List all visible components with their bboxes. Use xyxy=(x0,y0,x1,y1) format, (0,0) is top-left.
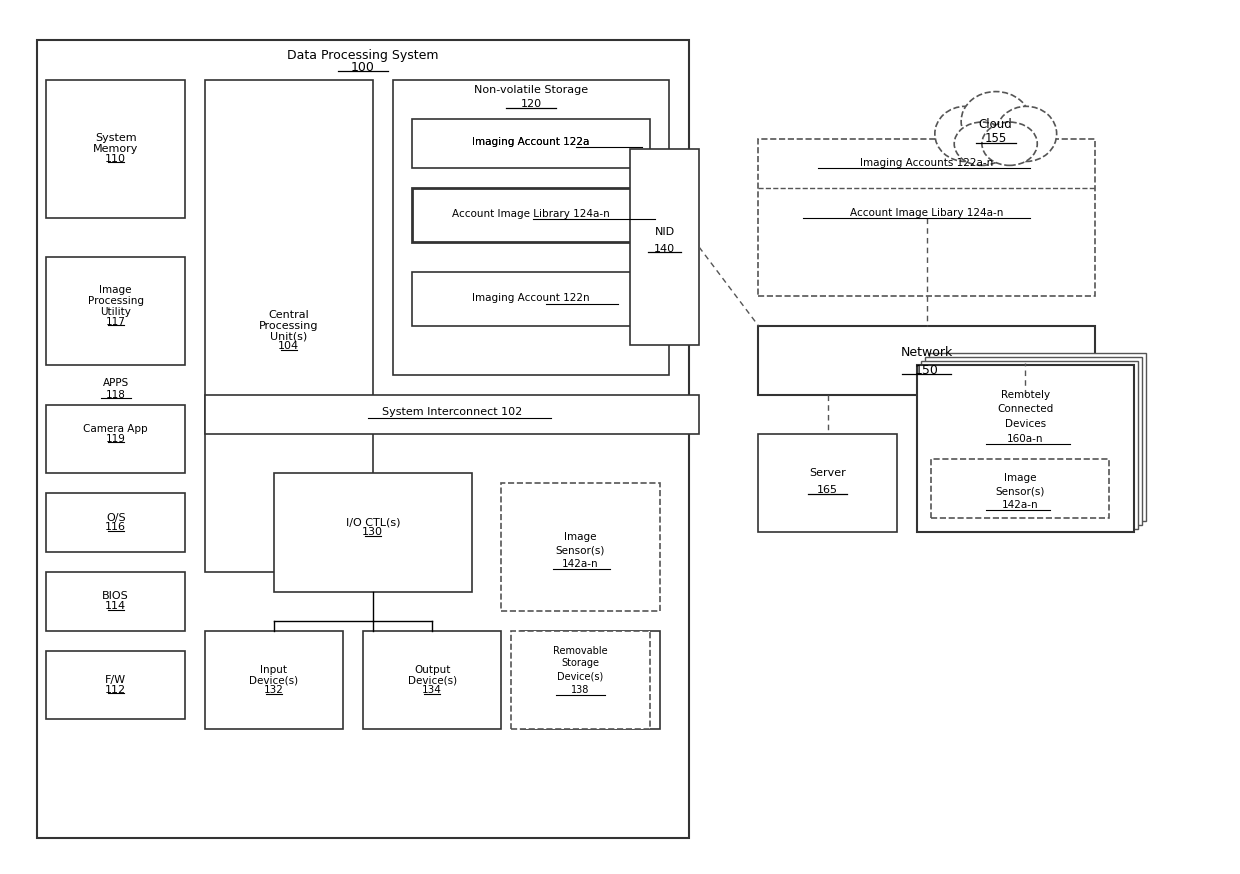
FancyBboxPatch shape xyxy=(759,326,1095,395)
Text: Device(s): Device(s) xyxy=(408,676,456,685)
Text: 150: 150 xyxy=(915,364,939,377)
Text: 110: 110 xyxy=(105,154,126,164)
Text: Image: Image xyxy=(99,286,131,295)
Text: I/O CTL(s): I/O CTL(s) xyxy=(346,517,401,528)
FancyBboxPatch shape xyxy=(759,139,1095,296)
Text: 142a-n: 142a-n xyxy=(562,559,599,569)
FancyBboxPatch shape xyxy=(521,631,660,729)
Text: Sensor(s): Sensor(s) xyxy=(556,545,605,555)
FancyBboxPatch shape xyxy=(413,272,650,326)
FancyBboxPatch shape xyxy=(46,257,185,365)
Text: 100: 100 xyxy=(351,61,374,74)
Text: Account Image Library 124a-n: Account Image Library 124a-n xyxy=(453,209,610,218)
Text: Processing: Processing xyxy=(88,296,144,306)
Text: Device(s): Device(s) xyxy=(249,676,299,685)
Text: 120: 120 xyxy=(521,100,542,109)
Text: Imaging Account 122a: Imaging Account 122a xyxy=(472,136,590,147)
Text: 134: 134 xyxy=(422,685,443,696)
FancyBboxPatch shape xyxy=(393,80,670,375)
Text: Imaging Account 122n: Imaging Account 122n xyxy=(472,294,590,303)
Text: Removable: Removable xyxy=(553,646,608,656)
FancyBboxPatch shape xyxy=(929,353,1146,521)
Text: Central: Central xyxy=(268,310,309,320)
Ellipse shape xyxy=(935,107,996,162)
Text: 114: 114 xyxy=(105,601,126,611)
Text: 142a-n: 142a-n xyxy=(1002,500,1039,510)
Text: 155: 155 xyxy=(985,132,1007,145)
Ellipse shape xyxy=(961,92,1030,150)
Text: APPS: APPS xyxy=(103,378,129,388)
FancyBboxPatch shape xyxy=(925,357,1142,524)
Text: O/S: O/S xyxy=(105,513,125,523)
FancyBboxPatch shape xyxy=(413,119,650,169)
Text: 119: 119 xyxy=(105,434,125,444)
Text: Server: Server xyxy=(810,468,846,478)
Text: NID: NID xyxy=(655,227,675,238)
Text: F/W: F/W xyxy=(105,675,126,685)
FancyBboxPatch shape xyxy=(46,572,185,631)
Text: Connected: Connected xyxy=(997,405,1054,414)
Text: Account Image Libary 124a-n: Account Image Libary 124a-n xyxy=(849,208,1003,218)
Text: 140: 140 xyxy=(653,244,675,254)
Text: Processing: Processing xyxy=(259,321,319,330)
Text: 118: 118 xyxy=(105,390,125,399)
Text: Imaging Account 122a: Imaging Account 122a xyxy=(472,136,590,147)
Text: Image: Image xyxy=(564,532,596,543)
FancyBboxPatch shape xyxy=(630,149,699,345)
Ellipse shape xyxy=(955,122,1009,165)
FancyBboxPatch shape xyxy=(759,434,897,532)
FancyBboxPatch shape xyxy=(501,483,660,611)
Text: Network: Network xyxy=(900,346,952,359)
Text: 112: 112 xyxy=(105,685,126,695)
Text: Sensor(s): Sensor(s) xyxy=(996,486,1045,496)
Text: 130: 130 xyxy=(362,527,383,538)
Text: Camera App: Camera App xyxy=(83,424,148,434)
Text: 138: 138 xyxy=(572,685,590,695)
FancyBboxPatch shape xyxy=(205,80,373,572)
Text: Storage: Storage xyxy=(562,658,599,669)
Text: System Interconnect 102: System Interconnect 102 xyxy=(382,407,522,418)
Text: Remotely: Remotely xyxy=(1001,390,1050,399)
Text: 117: 117 xyxy=(105,316,125,327)
Text: Device(s): Device(s) xyxy=(557,671,604,681)
Text: Utility: Utility xyxy=(100,307,131,317)
FancyBboxPatch shape xyxy=(37,40,689,837)
FancyBboxPatch shape xyxy=(205,631,343,729)
Text: 165: 165 xyxy=(817,485,838,496)
FancyBboxPatch shape xyxy=(413,188,650,242)
FancyBboxPatch shape xyxy=(363,631,501,729)
FancyBboxPatch shape xyxy=(205,395,699,434)
Text: Image: Image xyxy=(1004,474,1037,483)
Text: 104: 104 xyxy=(278,342,299,351)
Text: Data Processing System: Data Processing System xyxy=(288,49,439,62)
Text: BIOS: BIOS xyxy=(103,592,129,601)
FancyBboxPatch shape xyxy=(274,474,471,592)
Text: Output: Output xyxy=(414,665,450,675)
FancyBboxPatch shape xyxy=(920,361,1138,529)
Ellipse shape xyxy=(996,107,1056,162)
FancyBboxPatch shape xyxy=(46,80,185,218)
Text: Cloud: Cloud xyxy=(978,118,1013,130)
FancyBboxPatch shape xyxy=(511,631,650,729)
FancyBboxPatch shape xyxy=(931,459,1110,517)
FancyBboxPatch shape xyxy=(46,405,185,474)
Text: Imaging Accounts 122a-n: Imaging Accounts 122a-n xyxy=(859,158,993,169)
Ellipse shape xyxy=(982,122,1038,165)
Text: Input: Input xyxy=(260,665,288,675)
FancyBboxPatch shape xyxy=(46,650,185,719)
Text: System: System xyxy=(95,134,136,143)
Text: Devices: Devices xyxy=(1004,420,1047,429)
Text: 132: 132 xyxy=(264,685,284,696)
Text: Memory: Memory xyxy=(93,144,139,154)
Text: 116: 116 xyxy=(105,523,126,532)
Text: Unit(s): Unit(s) xyxy=(270,331,308,342)
FancyBboxPatch shape xyxy=(46,493,185,552)
Text: Non-volatile Storage: Non-volatile Storage xyxy=(474,85,588,94)
Text: 160a-n: 160a-n xyxy=(1007,434,1044,444)
FancyBboxPatch shape xyxy=(916,365,1135,532)
